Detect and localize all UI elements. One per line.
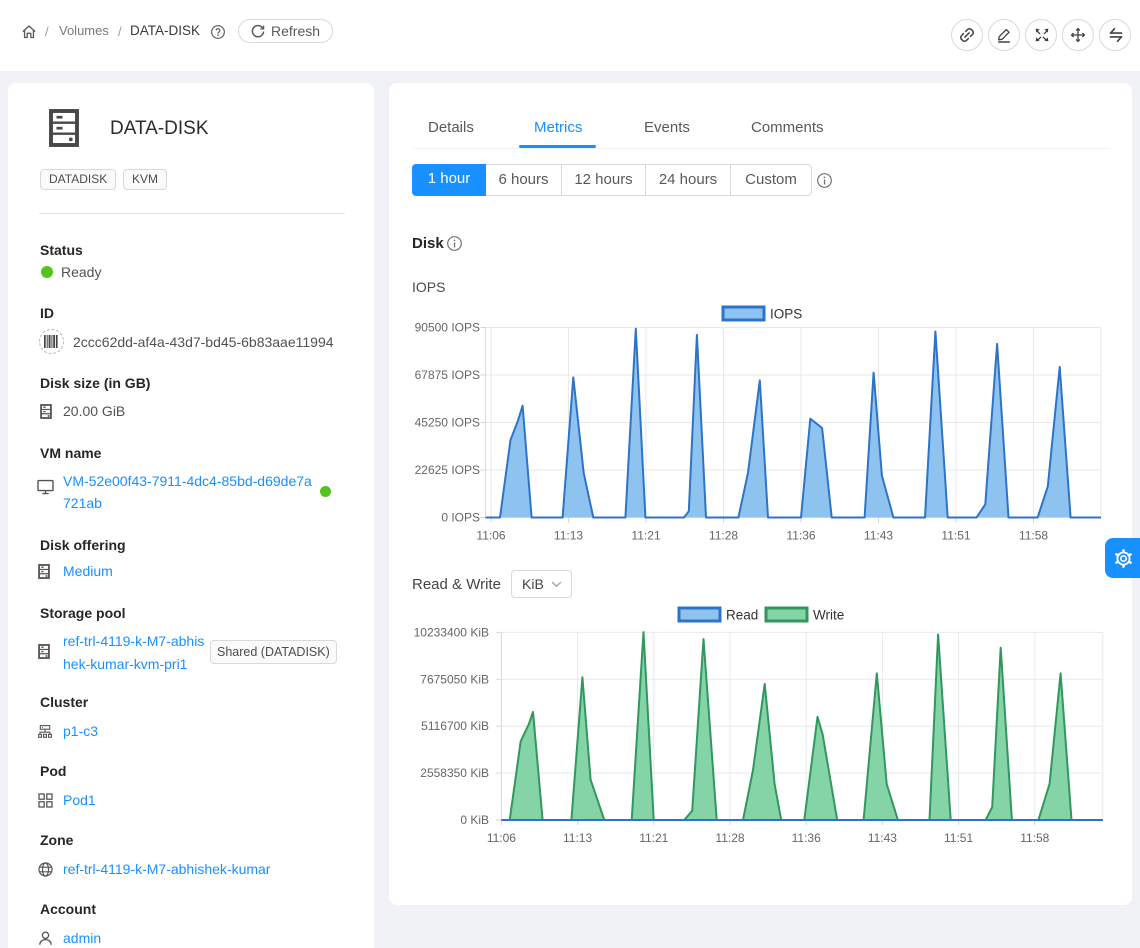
svg-text:11:58: 11:58	[1019, 529, 1048, 543]
svg-text:11:43: 11:43	[868, 831, 897, 845]
svg-text:11:58: 11:58	[1020, 831, 1049, 845]
svg-text:IOPS: IOPS	[770, 307, 802, 322]
svg-text:22625 IOPS: 22625 IOPS	[415, 463, 480, 477]
svg-text:11:28: 11:28	[709, 529, 738, 543]
svg-text:11:51: 11:51	[944, 831, 973, 845]
svg-text:7675050 KiB: 7675050 KiB	[420, 672, 489, 686]
svg-text:45250 IOPS: 45250 IOPS	[415, 416, 480, 430]
svg-text:11:13: 11:13	[563, 831, 592, 845]
svg-text:10233400 KiB: 10233400 KiB	[414, 625, 489, 639]
svg-text:11:36: 11:36	[792, 831, 821, 845]
svg-text:11:13: 11:13	[554, 529, 583, 543]
svg-text:Read: Read	[726, 608, 758, 623]
svg-text:11:06: 11:06	[487, 831, 516, 845]
svg-text:11:43: 11:43	[864, 529, 893, 543]
svg-text:11:36: 11:36	[786, 529, 815, 543]
svg-text:Write: Write	[813, 608, 844, 623]
svg-text:67875 IOPS: 67875 IOPS	[415, 368, 480, 382]
svg-text:11:28: 11:28	[715, 831, 744, 845]
svg-text:11:06: 11:06	[476, 529, 505, 543]
svg-text:0 KiB: 0 KiB	[460, 813, 489, 827]
svg-text:0 IOPS: 0 IOPS	[441, 511, 480, 525]
svg-text:11:21: 11:21	[631, 529, 660, 543]
svg-text:90500 IOPS: 90500 IOPS	[415, 321, 480, 335]
svg-text:11:51: 11:51	[941, 529, 970, 543]
svg-text:11:21: 11:21	[639, 831, 668, 845]
svg-text:2558350 KiB: 2558350 KiB	[420, 766, 489, 780]
svg-text:5116700 KiB: 5116700 KiB	[421, 719, 489, 733]
